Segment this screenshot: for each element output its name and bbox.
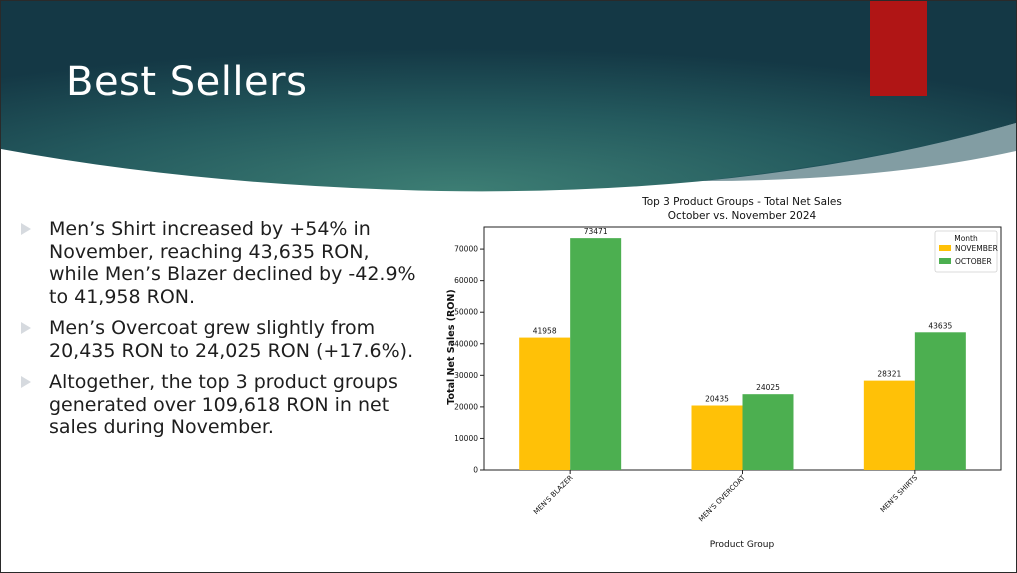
slide-title: Best Sellers bbox=[66, 59, 308, 105]
bullet-text: Men’s Overcoat grew slightly from 20,435… bbox=[49, 317, 414, 362]
bar-value-label: 20435 bbox=[705, 395, 729, 404]
y-tick-label: 20000 bbox=[454, 402, 478, 411]
x-tick-label: MEN'S OVERCOAT bbox=[697, 473, 747, 523]
bar-value-label: 28321 bbox=[877, 370, 901, 379]
x-axis-label: Product Group bbox=[710, 540, 775, 550]
bar-value-label: 41958 bbox=[533, 327, 557, 336]
arrow-bullet-icon bbox=[21, 223, 31, 235]
bar-october bbox=[570, 238, 622, 470]
y-tick-label: 70000 bbox=[454, 245, 478, 254]
y-tick-label: 60000 bbox=[454, 276, 478, 285]
chart-subtitle: October vs. November 2024 bbox=[668, 210, 817, 222]
bullet-text: Altogether, the top 3 product groups gen… bbox=[49, 371, 398, 438]
bars: 41958 73471 20435 24025 28321 43635 bbox=[519, 227, 966, 470]
bar-november bbox=[691, 405, 743, 470]
bullet-item: Men’s Overcoat grew slightly from 20,435… bbox=[21, 317, 416, 362]
y-tick-label: 30000 bbox=[454, 371, 478, 380]
legend-swatch-october bbox=[939, 258, 951, 264]
x-tick-label: MEN'S BLAZER bbox=[532, 474, 575, 517]
y-tick-label: 50000 bbox=[454, 308, 478, 317]
bar-november bbox=[519, 337, 571, 470]
bullet-text: Men’s Shirt increased by +54% in Novembe… bbox=[49, 218, 416, 308]
bar-value-label: 73471 bbox=[584, 227, 608, 236]
header-background bbox=[1, 1, 1016, 192]
bullet-list: Men’s Shirt increased by +54% in Novembe… bbox=[21, 218, 416, 448]
x-axis-categories: MEN'S BLAZER MEN'S OVERCOAT MEN'S SHIRTS bbox=[532, 470, 920, 523]
arrow-bullet-icon bbox=[21, 322, 31, 334]
legend-title: Month bbox=[954, 234, 978, 243]
y-axis-label: Total Net Sales (RON) bbox=[446, 289, 457, 404]
y-tick-label: 10000 bbox=[454, 434, 478, 443]
bar-october bbox=[914, 332, 966, 470]
y-tick-label: 40000 bbox=[454, 339, 478, 348]
bullet-item: Altogether, the top 3 product groups gen… bbox=[21, 371, 416, 439]
legend: Month NOVEMBER OCTOBER bbox=[934, 230, 998, 273]
accent-block bbox=[870, 1, 927, 96]
y-tick-label: 0 bbox=[473, 466, 478, 475]
bullet-item: Men’s Shirt increased by +54% in Novembe… bbox=[21, 218, 416, 308]
chart-svg: Top 3 Product Groups - Total Net Sales O… bbox=[446, 196, 1002, 550]
x-tick-label: MEN'S SHIRTS bbox=[879, 473, 920, 514]
arrow-bullet-icon bbox=[21, 376, 31, 388]
bar-value-label: 43635 bbox=[928, 321, 952, 330]
legend-label-november: NOVEMBER bbox=[955, 244, 998, 253]
chart-title: Top 3 Product Groups - Total Net Sales bbox=[641, 196, 842, 208]
bar-november bbox=[863, 380, 915, 470]
legend-label-october: OCTOBER bbox=[955, 257, 992, 266]
bar-october bbox=[742, 394, 794, 470]
sales-chart: Top 3 Product Groups - Total Net Sales O… bbox=[441, 193, 1006, 553]
bar-value-label: 24025 bbox=[756, 383, 780, 392]
y-axis-ticks: 0 10000 20000 30000 40000 50000 60000 70000 bbox=[454, 245, 484, 475]
legend-swatch-november bbox=[939, 245, 951, 251]
